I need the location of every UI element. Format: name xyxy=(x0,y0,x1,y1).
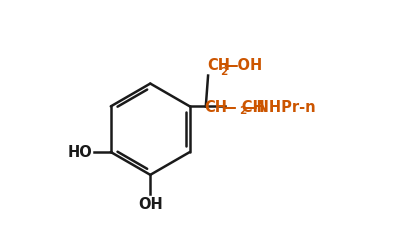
Text: OH: OH xyxy=(138,197,163,212)
Text: CH: CH xyxy=(205,100,228,115)
Text: CH: CH xyxy=(207,58,230,73)
Text: —OH: —OH xyxy=(223,58,263,73)
Text: — CH: — CH xyxy=(217,100,265,115)
Text: 2: 2 xyxy=(220,67,227,77)
Text: HO: HO xyxy=(68,145,93,160)
Text: 2: 2 xyxy=(239,106,246,116)
Text: —NHPr-n: —NHPr-n xyxy=(242,100,316,115)
